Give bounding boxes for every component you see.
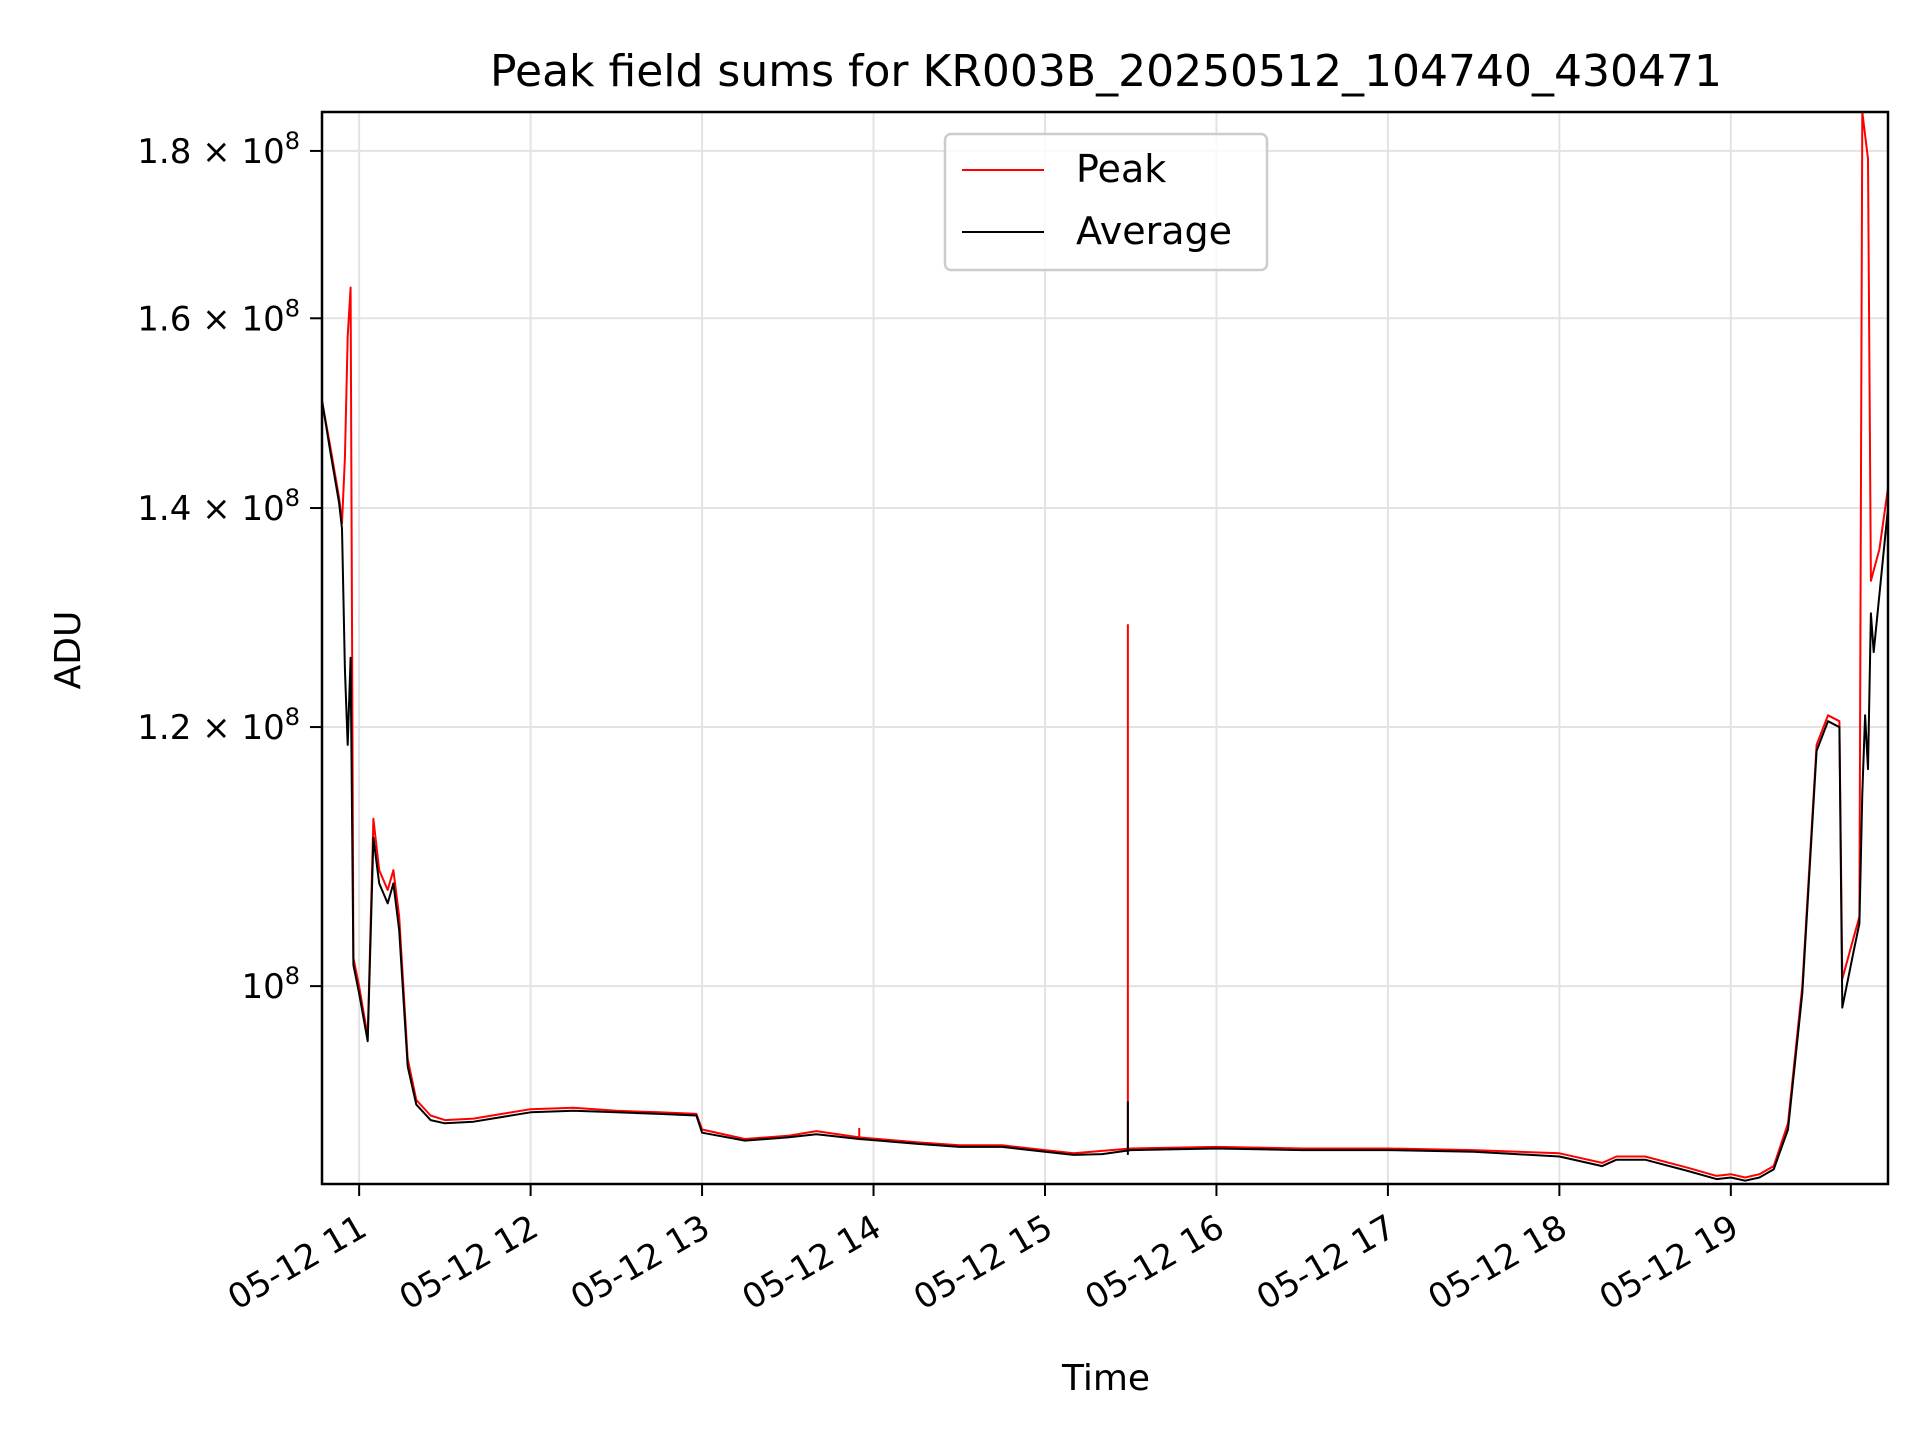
legend-label-peak: Peak [1076, 147, 1166, 191]
y-axis-ticks: 108 1.2 × 108 1.4 × 108 1.6 × 108 1.8 × 108 [137, 127, 322, 1007]
legend-box [943, 132, 1269, 272]
legend: Peak Average [943, 132, 1269, 272]
chart-title: Peak field sums for KR003B_20250512_1047… [490, 46, 1722, 97]
y-tick-label: 108 [241, 962, 300, 1007]
y-tick-label: 1.8 × 108 [137, 127, 300, 172]
series-lines [321, 111, 1889, 1182]
series-line-average [321, 400, 1889, 1182]
y-tick-label: 1.4 × 108 [137, 484, 300, 529]
plot-frame [320, 110, 1890, 1186]
axes-frame [320, 110, 1890, 1186]
y-tick-label: 1.2 × 108 [137, 703, 300, 748]
legend-label-average: Average [1076, 209, 1232, 253]
y-tick-label: 1.6 × 108 [137, 294, 300, 339]
y-axis-title: ADU [48, 611, 89, 690]
x-axis-title: Time [1061, 1358, 1150, 1399]
